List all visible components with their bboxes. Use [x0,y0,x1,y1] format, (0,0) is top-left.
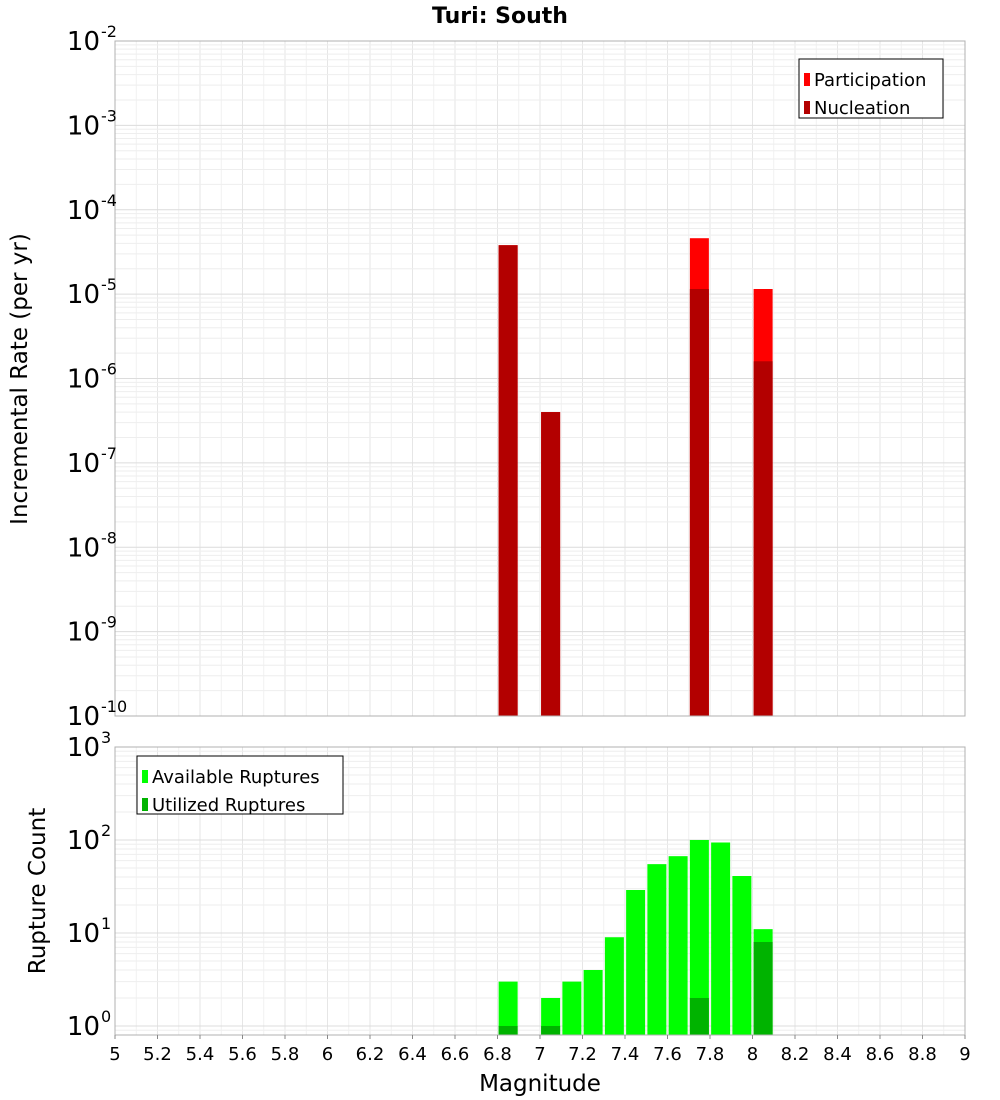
y-tick-exponent: -3 [101,106,117,125]
legend-swatch [142,770,148,783]
count-y-axis-label: Rupture Count [25,808,51,974]
x-tick-label: 5 [109,1044,120,1065]
bar-available-ruptures [626,889,646,1035]
y-tick-exponent: 2 [101,821,111,840]
x-tick-label: 8.4 [823,1044,852,1065]
bar-available-ruptures [541,997,561,1035]
x-tick-label: 8.6 [866,1044,895,1065]
y-tick-label: 10 [67,449,100,479]
y-tick-label: 10 [67,533,100,563]
rate-legend: Participation Nucleation [798,58,944,119]
x-axis-label: Magnitude [479,1071,601,1097]
count-legend: Available Ruptures Utilized Ruptures [136,755,344,816]
rate-y-axis-label: Incremental Rate (per yr) [7,233,33,525]
x-tick-label: 6.2 [356,1044,385,1065]
bar-nucleation [753,361,773,716]
count-bars [498,839,773,1035]
x-tick-label: 7 [534,1044,545,1065]
y-tick-exponent: -8 [101,528,117,547]
x-tick-label: 6 [322,1044,333,1065]
y-tick-exponent: 1 [101,914,111,933]
legend-entry: Participation [814,70,926,91]
y-tick-label: 10 [67,365,100,395]
x-tick-label: 7.2 [568,1044,597,1065]
bar-nucleation [689,289,709,716]
bar-nucleation [541,412,561,716]
bar-utilized-ruptures [541,1025,561,1035]
x-ticks: 5 5.2 5.4 5.6 5.8 6 6.2 6.4 6.6 6.8 7 7.2 7.4 7.6 7.8 8… [109,1035,971,1065]
legend-entry: Nucleation [814,98,910,119]
y-tick-exponent: -10 [101,697,127,716]
y-tick-label: 10 [67,702,100,732]
bar-available-ruptures [647,864,667,1035]
bar-available-ruptures [604,937,624,1035]
y-tick-label: 10 [67,280,100,310]
y-tick-exponent: -5 [101,275,117,294]
x-tick-label: 8 [747,1044,758,1065]
y-tick-label: 10 [67,1012,100,1042]
bar-available-ruptures [689,839,709,1035]
x-tick-label: 9 [959,1044,970,1065]
bar-available-ruptures [668,856,688,1035]
y-tick-label: 10 [67,111,100,141]
legend-swatch [804,73,810,86]
y-tick-label: 10 [67,618,100,648]
legend-box [798,58,944,119]
legend-entry: Available Ruptures [152,767,320,788]
rate-bars [498,238,773,717]
x-tick-label: 6.6 [441,1044,470,1065]
y-tick-exponent: -2 [101,22,117,41]
rate-panel: 10-210-310-410-510-610-710-810-910-10 In… [7,22,966,732]
bar-nucleation [498,245,518,717]
bar-available-ruptures [498,981,518,1035]
x-tick-label: 7.6 [653,1044,682,1065]
legend-swatch [142,798,148,811]
bar-utilized-ruptures [753,942,773,1035]
y-tick-exponent: -6 [101,360,117,379]
bar-available-ruptures [711,842,731,1035]
bar-utilized-ruptures [689,997,709,1035]
x-tick-label: 8.8 [908,1044,937,1065]
y-tick-exponent: 0 [101,1007,111,1026]
y-tick-exponent: -4 [101,191,117,210]
y-tick-exponent: -7 [101,444,117,463]
rate-plot-frame [114,40,966,717]
y-tick-label: 10 [67,733,100,763]
x-tick-label: 8.2 [781,1044,810,1065]
x-tick-label: 5.6 [228,1044,257,1065]
rate-y-ticks: 10-210-310-410-510-610-710-810-910-10 [67,22,127,732]
chart-title: Turi: South [432,4,568,29]
y-tick-label: 10 [67,196,100,226]
y-tick-exponent: 3 [101,728,111,747]
y-tick-label: 10 [67,27,100,57]
x-tick-label: 5.8 [271,1044,300,1065]
x-tick-label: 6.8 [483,1044,512,1065]
x-tick-label: 5.2 [143,1044,172,1065]
x-tick-label: 5.4 [186,1044,215,1065]
x-tick-label: 7.4 [611,1044,640,1065]
y-tick-label: 10 [67,826,100,856]
legend-entry: Utilized Ruptures [152,795,305,816]
x-tick-label: 7.8 [696,1044,725,1065]
y-tick-exponent: -9 [101,613,117,632]
bar-utilized-ruptures [498,1025,518,1035]
bar-available-ruptures [732,876,752,1035]
y-tick-label: 10 [67,919,100,949]
bar-available-ruptures [583,969,603,1035]
legend-box [136,755,344,815]
rate-grid [114,41,966,717]
legend-swatch [804,101,810,114]
x-tick-label: 6.4 [398,1044,427,1065]
bar-available-ruptures [562,981,582,1035]
